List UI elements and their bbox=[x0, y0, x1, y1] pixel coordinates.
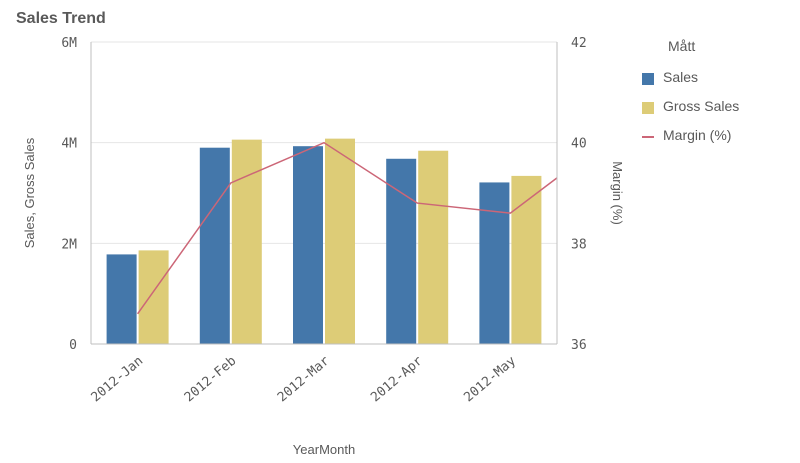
bar-sales bbox=[386, 158, 417, 344]
legend-item-label: Gross Sales bbox=[663, 98, 740, 114]
margin-line-path bbox=[136, 141, 558, 315]
x-tick-label: 2012-May bbox=[461, 353, 519, 405]
x-tick-label: 2012-Feb bbox=[182, 353, 240, 405]
legend-item-label: Sales bbox=[663, 69, 699, 85]
bar-gross-sales bbox=[138, 250, 169, 344]
y-tick-label: 2M bbox=[61, 237, 77, 252]
bar-sales bbox=[106, 254, 137, 344]
x-tick-label: 2012-Mar bbox=[275, 353, 333, 405]
x-axis-title: YearMonth bbox=[293, 442, 355, 457]
bars bbox=[106, 138, 542, 344]
y2-tick-label: 38 bbox=[571, 237, 587, 252]
chart-title: Sales Trend bbox=[16, 10, 106, 27]
bar-gross-sales bbox=[511, 175, 542, 344]
bar-sales bbox=[293, 146, 323, 344]
y2-axis-title: Margin (%) bbox=[610, 161, 625, 225]
bar-gross-sales bbox=[325, 138, 355, 344]
legend-color-swatch bbox=[642, 102, 654, 114]
bar-sales bbox=[479, 182, 510, 344]
y2-tick-label: 36 bbox=[571, 338, 587, 353]
bar-gross-sales bbox=[231, 139, 262, 344]
axes bbox=[90, 42, 558, 345]
y-tick-label: 0 bbox=[69, 338, 77, 353]
x-tick-label: 2012-Apr bbox=[368, 353, 426, 405]
y2-tick-label: 40 bbox=[571, 137, 587, 152]
legend-line-swatch bbox=[642, 136, 654, 138]
legend-item-label: Margin (%) bbox=[663, 127, 732, 143]
legend-color-swatch bbox=[642, 73, 654, 85]
bar-gross-sales bbox=[418, 150, 449, 344]
y2-tick-label: 42 bbox=[571, 36, 587, 51]
y-tick-label: 6M bbox=[61, 36, 77, 51]
bar-sales bbox=[199, 147, 230, 344]
y-tick-label: 4M bbox=[61, 137, 77, 152]
margin-line bbox=[136, 141, 558, 315]
y-axis-title: Sales, Gross Sales bbox=[22, 137, 37, 248]
x-tick-label: 2012-Jan bbox=[89, 354, 147, 406]
legend-title: Mått bbox=[668, 38, 696, 54]
